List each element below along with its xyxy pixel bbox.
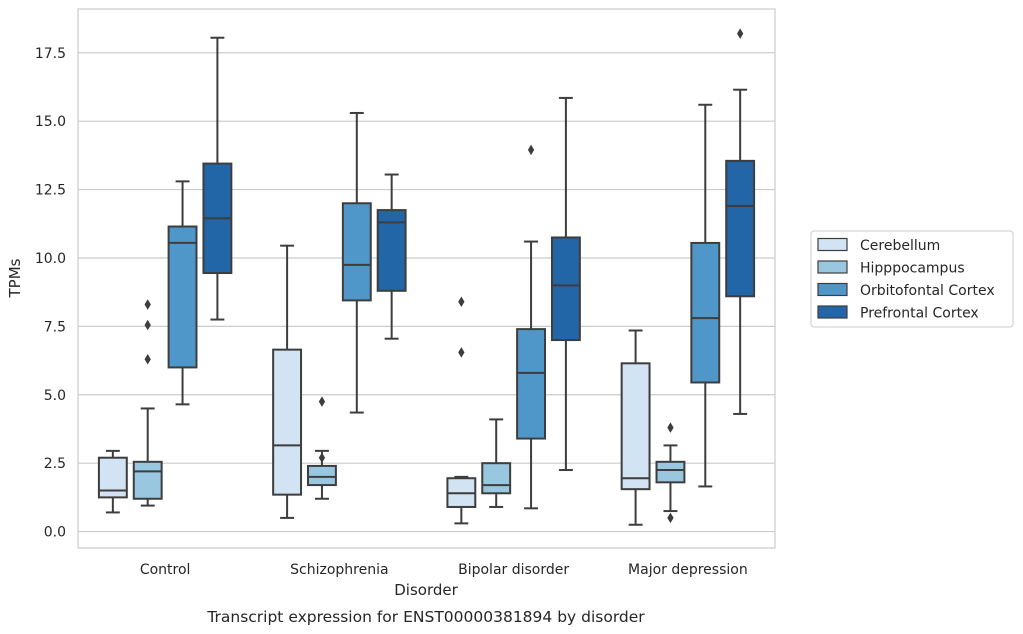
chart-caption: Transcript expression for ENST0000038189… bbox=[206, 608, 645, 626]
box-iqr bbox=[307, 464, 337, 487]
outlier-point bbox=[144, 319, 151, 331]
outlier-point bbox=[458, 347, 465, 358]
box-iqr bbox=[550, 236, 581, 342]
outlier-point bbox=[458, 296, 465, 308]
legend-swatch bbox=[817, 237, 848, 252]
legend-label: Hipppocampus bbox=[860, 261, 965, 277]
outlier-point bbox=[144, 299, 151, 310]
box-prefrontal-cortex bbox=[376, 173, 407, 340]
box-iqr bbox=[167, 225, 198, 369]
legend-swatch bbox=[817, 305, 848, 319]
box-hipppocampus bbox=[481, 418, 512, 508]
legend-label: Prefrontal Cortex bbox=[860, 306, 979, 322]
box-orbitofontal-cortex bbox=[167, 180, 198, 406]
outlier-point bbox=[667, 512, 674, 524]
box-cerebellum bbox=[446, 296, 477, 525]
box-iqr bbox=[620, 362, 651, 491]
y-tick-label: 2.5 bbox=[44, 456, 66, 472]
y-tick-label: 7.5 bbox=[44, 319, 66, 335]
x-axis-label: Disorder bbox=[394, 581, 458, 599]
legend: Cerebellum Hipppocampus Orbitofontal Corte… bbox=[810, 230, 1014, 328]
x-tick-label: Schizophrenia bbox=[290, 562, 388, 578]
y-tick-label: 12.5 bbox=[35, 183, 66, 199]
box-iqr bbox=[655, 460, 686, 484]
box-orbitofontal-cortex bbox=[516, 144, 546, 510]
x-tick-label: Bipolar disorder bbox=[458, 562, 569, 578]
boxes bbox=[97, 28, 756, 526]
y-tick-label: 15.0 bbox=[35, 114, 66, 130]
box-cerebellum bbox=[620, 329, 651, 526]
y-tick-label: 5.0 bbox=[44, 388, 66, 404]
outlier-point bbox=[318, 396, 326, 407]
box-iqr bbox=[690, 241, 721, 384]
plot-frame bbox=[77, 8, 776, 549]
box-iqr bbox=[341, 202, 372, 302]
y-ticks: 0.0 2.5 5.0 7.5 10.0 12.5 15.0 17.5 bbox=[35, 46, 66, 541]
outlier-point bbox=[527, 144, 535, 156]
box-cerebellum bbox=[272, 244, 303, 519]
box-iqr bbox=[481, 462, 512, 495]
box-iqr bbox=[725, 159, 756, 298]
box-iqr bbox=[376, 209, 407, 292]
outlier-point bbox=[144, 353, 151, 365]
y-tick-label: 10.0 bbox=[35, 251, 66, 267]
box-iqr bbox=[132, 460, 163, 500]
legend-label: Orbitofontal Cortex bbox=[860, 283, 995, 299]
outlier-point bbox=[737, 28, 744, 39]
x-ticks: Control Schizophrenia Bipolar disorder Majo… bbox=[140, 562, 748, 578]
box-iqr bbox=[516, 328, 546, 440]
x-tick-label: Major depression bbox=[628, 562, 748, 578]
box-hipppocampus bbox=[655, 422, 686, 524]
box-hipppocampus bbox=[307, 396, 337, 500]
box-prefrontal-cortex bbox=[550, 96, 581, 472]
y-tick-label: 0.0 bbox=[44, 525, 66, 541]
y-axis-label: TPMs bbox=[6, 258, 24, 298]
box-prefrontal-cortex bbox=[725, 28, 756, 415]
outlier-point bbox=[667, 422, 674, 433]
legend-swatch bbox=[817, 260, 848, 274]
y-tick-label: 17.5 bbox=[35, 46, 66, 62]
box-orbitofontal-cortex bbox=[341, 111, 372, 414]
box-iqr bbox=[272, 348, 303, 496]
box-hipppocampus bbox=[132, 299, 163, 507]
legend-swatch bbox=[817, 282, 848, 297]
legend-label: Cerebellum bbox=[860, 238, 940, 254]
x-tick-label: Control bbox=[140, 562, 191, 578]
box-orbitofontal-cortex bbox=[690, 103, 721, 488]
box-cerebellum bbox=[97, 449, 128, 514]
outlier-point bbox=[318, 452, 326, 463]
box-prefrontal-cortex bbox=[202, 36, 233, 321]
legend-frame bbox=[810, 230, 1014, 328]
